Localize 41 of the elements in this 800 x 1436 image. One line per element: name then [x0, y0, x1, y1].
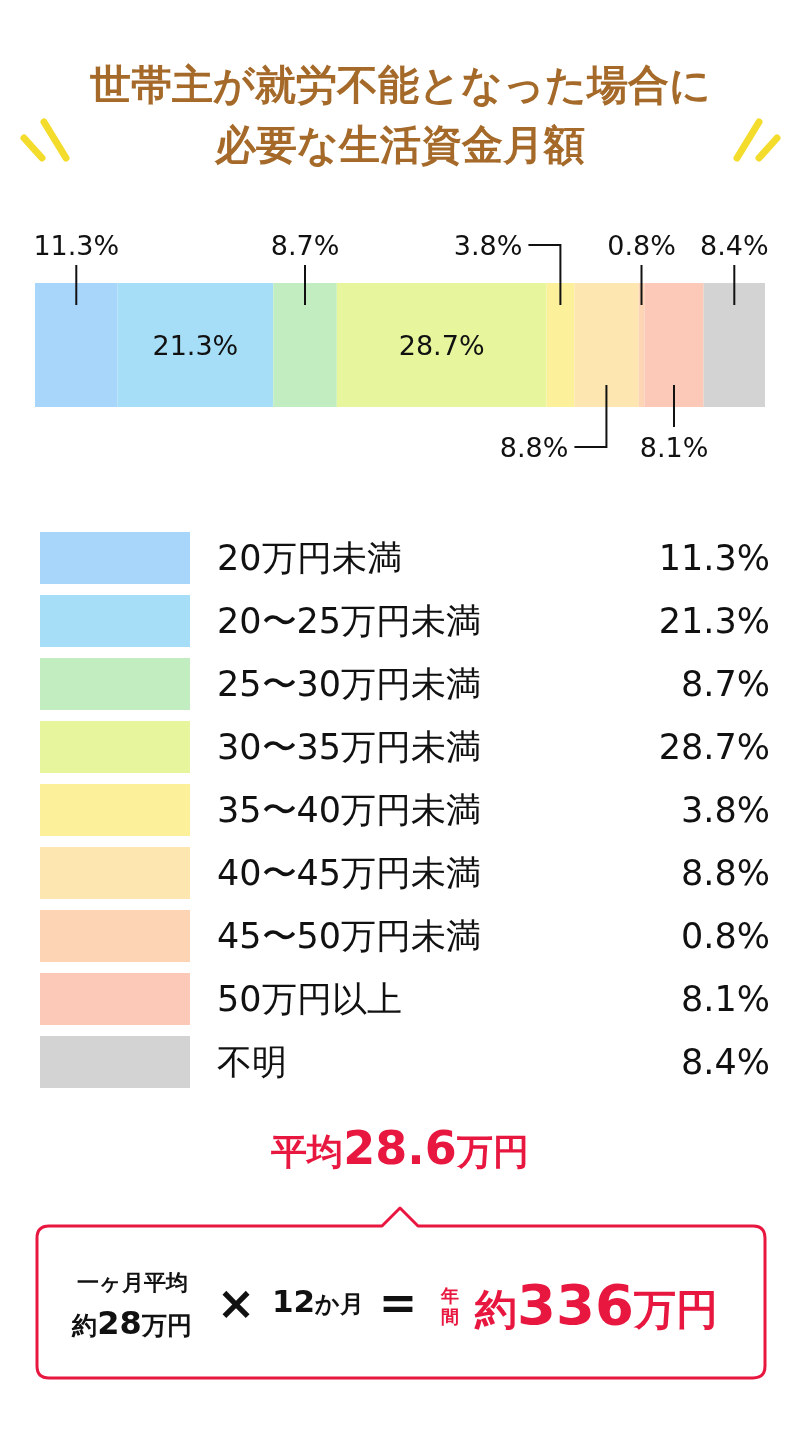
text: 21.3% [658, 601, 770, 641]
text: 一ヶ月平均 [76, 1270, 188, 1296]
data-label: 3.8% [453, 229, 523, 261]
legend-label: 30〜35万円未満 [217, 727, 482, 767]
legend-label: 35〜40万円未満 [217, 790, 482, 830]
text: 0.8% [681, 916, 770, 956]
bar [273, 283, 337, 407]
data-label: 11.3% [33, 229, 120, 261]
text: 3.8% [681, 790, 770, 830]
data-label: 28.7% [398, 329, 485, 361]
legend-label: 45〜50万円未満 [217, 916, 482, 956]
legend-label: 25〜30万円未満 [217, 664, 482, 704]
chart-title: 世帯主が就労不能となった場合に必要な生活資金月額 [88, 60, 712, 171]
text: × [216, 1275, 256, 1330]
bar [546, 283, 575, 407]
data-label: 8.1% [639, 431, 709, 463]
data-label: 8.8% [499, 431, 569, 463]
legend-label: 40〜45万円未満 [217, 853, 482, 893]
text: 28.7% [658, 727, 770, 767]
text: = [378, 1275, 418, 1330]
data-label: 8.4% [700, 229, 769, 261]
text: 8.1% [681, 979, 770, 1019]
text: 約336万円 [475, 1271, 718, 1337]
text: 平均28.6万円 [271, 1120, 529, 1175]
text: 8.7% [681, 664, 770, 704]
data-label: 21.3% [152, 329, 239, 361]
legend-label: 50万円以上 [217, 979, 402, 1019]
legend-label: 不明 [217, 1042, 287, 1082]
data-label: 0.8% [607, 229, 676, 261]
text: 11.3% [658, 538, 770, 578]
legend-label: 20〜25万円未満 [217, 601, 482, 641]
bar [336, 283, 547, 407]
text: 12か月 [271, 1283, 365, 1320]
data-label: 8.7% [270, 229, 340, 261]
text: 約28万円 [72, 1303, 192, 1342]
bar [574, 283, 639, 407]
text: 8.8% [681, 853, 770, 893]
text: 年間 [441, 1285, 459, 1327]
legend-label: 20万円未満 [217, 538, 402, 578]
text: 8.4% [681, 1042, 770, 1082]
bar [703, 283, 765, 407]
